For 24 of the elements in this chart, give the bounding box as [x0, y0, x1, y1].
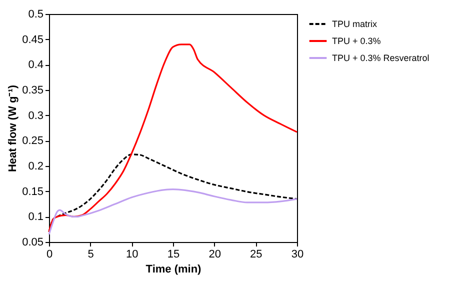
- y-tick-label: 0.1: [28, 211, 44, 224]
- x-tick-label: 20: [208, 248, 221, 260]
- y-tick-label: 0.4: [28, 59, 44, 72]
- x-tick-label: 25: [250, 248, 262, 260]
- y-axis-title: Heat flow (W g⁻¹): [7, 84, 20, 172]
- y-tick-label: 0.35: [22, 84, 44, 96]
- x-axis-title: Time (min): [146, 264, 202, 276]
- x-tick-label: 15: [167, 248, 180, 260]
- y-tick-label: 0.45: [22, 34, 44, 46]
- y-tick-label: 0.25: [22, 135, 44, 148]
- x-tick-label: 5: [88, 248, 94, 260]
- y-tick-label: 0.5: [28, 8, 44, 20]
- x-tick-label: 30: [291, 248, 304, 260]
- y-tick-label: 0.2: [28, 160, 44, 172]
- y-tick-label: 0.15: [22, 186, 44, 198]
- y-tick-label: 0.3: [28, 110, 44, 122]
- legend-label: TPU + 0.3% Resveratrol: [332, 53, 430, 63]
- legend-label: TPU + 0.3%: [332, 36, 381, 46]
- legend-label: TPU matrix: [332, 19, 378, 29]
- line-series: [48, 188, 298, 236]
- line-series: [48, 44, 298, 233]
- y-tick-label: 0.05: [22, 236, 44, 248]
- x-tick-label: 10: [126, 248, 138, 260]
- x-tick-label: 0: [46, 248, 53, 260]
